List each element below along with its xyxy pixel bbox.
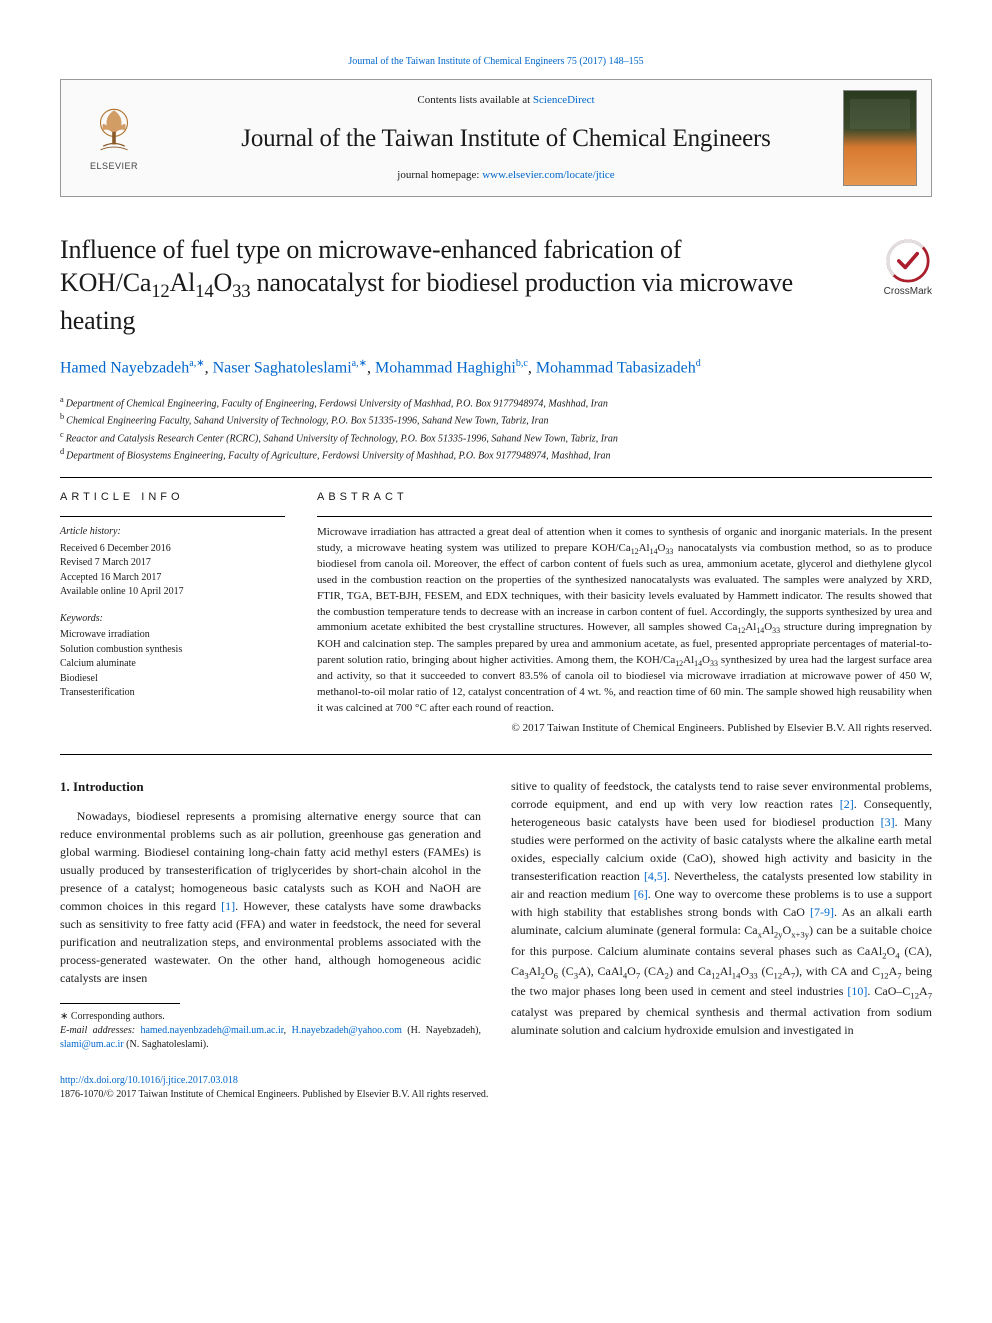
author-link[interactable]: Hamed Nayebzadeh (60, 359, 189, 376)
elsevier-label: ELSEVIER (90, 160, 138, 173)
email-label: E-mail addresses: (60, 1025, 135, 1036)
elsevier-logo: ELSEVIER (75, 96, 153, 180)
history-item: Revised 7 March 2017 (60, 556, 285, 571)
running-header: Journal of the Taiwan Institute of Chemi… (60, 55, 932, 69)
citation-link[interactable]: [3] (881, 815, 895, 829)
body-paragraph: sitive to quality of feedstock, the cata… (511, 777, 932, 1038)
citation-link[interactable]: [6] (634, 887, 648, 901)
issn-copyright: 1876-1070/© 2017 Taiwan Institute of Che… (60, 1088, 932, 1102)
divider (60, 754, 932, 755)
email-link[interactable]: hamed.nayenbzadeh@mail.um.ac.ir (140, 1025, 283, 1036)
journal-cover-thumbnail (843, 90, 917, 186)
divider (60, 477, 932, 478)
page-footer: http://dx.doi.org/10.1016/j.jtice.2017.0… (60, 1074, 932, 1102)
email-note: E-mail addresses: hamed.nayenbzadeh@mail… (60, 1024, 481, 1052)
history-item: Received 6 December 2016 (60, 542, 285, 557)
body-paragraph: Nowadays, biodiesel represents a promisi… (60, 807, 481, 987)
citation-link[interactable]: [4,5] (644, 869, 667, 883)
abstract-block: abstract Microwave irradiation has attra… (317, 490, 932, 736)
crossmark-badge[interactable]: CrossMark (884, 239, 932, 299)
citation-link[interactable]: [1] (221, 899, 235, 913)
journal-homepage: journal homepage: www.elsevier.com/locat… (169, 168, 843, 183)
keyword-item: Microwave irradiation (60, 628, 285, 643)
footnotes: ∗ Corresponding authors. E-mail addresse… (60, 1010, 481, 1052)
author-affil-sup: a,∗ (189, 358, 204, 369)
crossmark-icon (886, 239, 930, 283)
author-list: Hamed Nayebzadeha,∗, Naser Saghatoleslam… (60, 356, 932, 380)
author-affil-sup: b,c (516, 358, 528, 369)
article-info-heading: article info (60, 490, 285, 506)
author-link[interactable]: Mohammad Haghighi (375, 359, 516, 376)
divider (60, 516, 285, 517)
elsevier-tree-icon (87, 103, 141, 157)
keywords-heading: Keywords: (60, 612, 285, 627)
journal-header: ELSEVIER Contents lists available at Sci… (60, 79, 932, 197)
section-heading: 1. Introduction (60, 777, 481, 797)
citation-link[interactable]: [10] (847, 984, 867, 998)
keyword-item: Biodiesel (60, 672, 285, 687)
email-link[interactable]: H.nayebzadeh@yahoo.com (292, 1025, 402, 1036)
affiliation-item: cReactor and Catalysis Research Center (… (60, 429, 932, 446)
contents-available: Contents lists available at ScienceDirec… (169, 93, 843, 108)
history-item: Accepted 16 March 2017 (60, 571, 285, 586)
abstract-body: Microwave irradiation has attracted a gr… (317, 525, 932, 717)
crossmark-label: CrossMark (884, 285, 932, 299)
abstract-heading: abstract (317, 490, 932, 505)
journal-homepage-link[interactable]: www.elsevier.com/locate/jtice (482, 169, 614, 181)
affiliation-list: aDepartment of Chemical Engineering, Fac… (60, 394, 932, 463)
corresponding-note: ∗ Corresponding authors. (60, 1010, 481, 1024)
author-link[interactable]: Mohammad Tabasizadeh (536, 359, 696, 376)
citation-link[interactable]: [7-9] (810, 905, 834, 919)
footnote-separator (60, 1003, 180, 1004)
email-link[interactable]: slami@um.ac.ir (60, 1039, 124, 1050)
running-header-link[interactable]: Journal of the Taiwan Institute of Chemi… (348, 56, 643, 67)
article-title: Influence of fuel type on microwave-enha… (60, 233, 868, 338)
affiliation-item: aDepartment of Chemical Engineering, Fac… (60, 394, 932, 411)
keyword-item: Solution combustion synthesis (60, 643, 285, 658)
author-affil-sup: d (696, 358, 701, 369)
divider (317, 516, 932, 517)
body-columns: 1. Introduction Nowadays, biodiesel repr… (60, 777, 932, 1052)
sciencedirect-link[interactable]: ScienceDirect (533, 94, 595, 106)
doi-link[interactable]: http://dx.doi.org/10.1016/j.jtice.2017.0… (60, 1075, 238, 1086)
article-info-block: article info Article history: Received 6… (60, 490, 285, 736)
journal-name: Journal of the Taiwan Institute of Chemi… (169, 121, 843, 156)
affiliation-item: dDepartment of Biosystems Engineering, F… (60, 446, 932, 463)
history-heading: Article history: (60, 525, 285, 540)
history-item: Available online 10 April 2017 (60, 585, 285, 600)
affiliation-item: bChemical Engineering Faculty, Sahand Un… (60, 411, 932, 428)
author-affil-sup: a,∗ (352, 358, 367, 369)
keyword-item: Transesterification (60, 686, 285, 701)
citation-link[interactable]: [2] (840, 797, 854, 811)
keyword-item: Calcium aluminate (60, 657, 285, 672)
author-link[interactable]: Naser Saghatoleslami (213, 359, 352, 376)
abstract-copyright: © 2017 Taiwan Institute of Chemical Engi… (317, 721, 932, 736)
